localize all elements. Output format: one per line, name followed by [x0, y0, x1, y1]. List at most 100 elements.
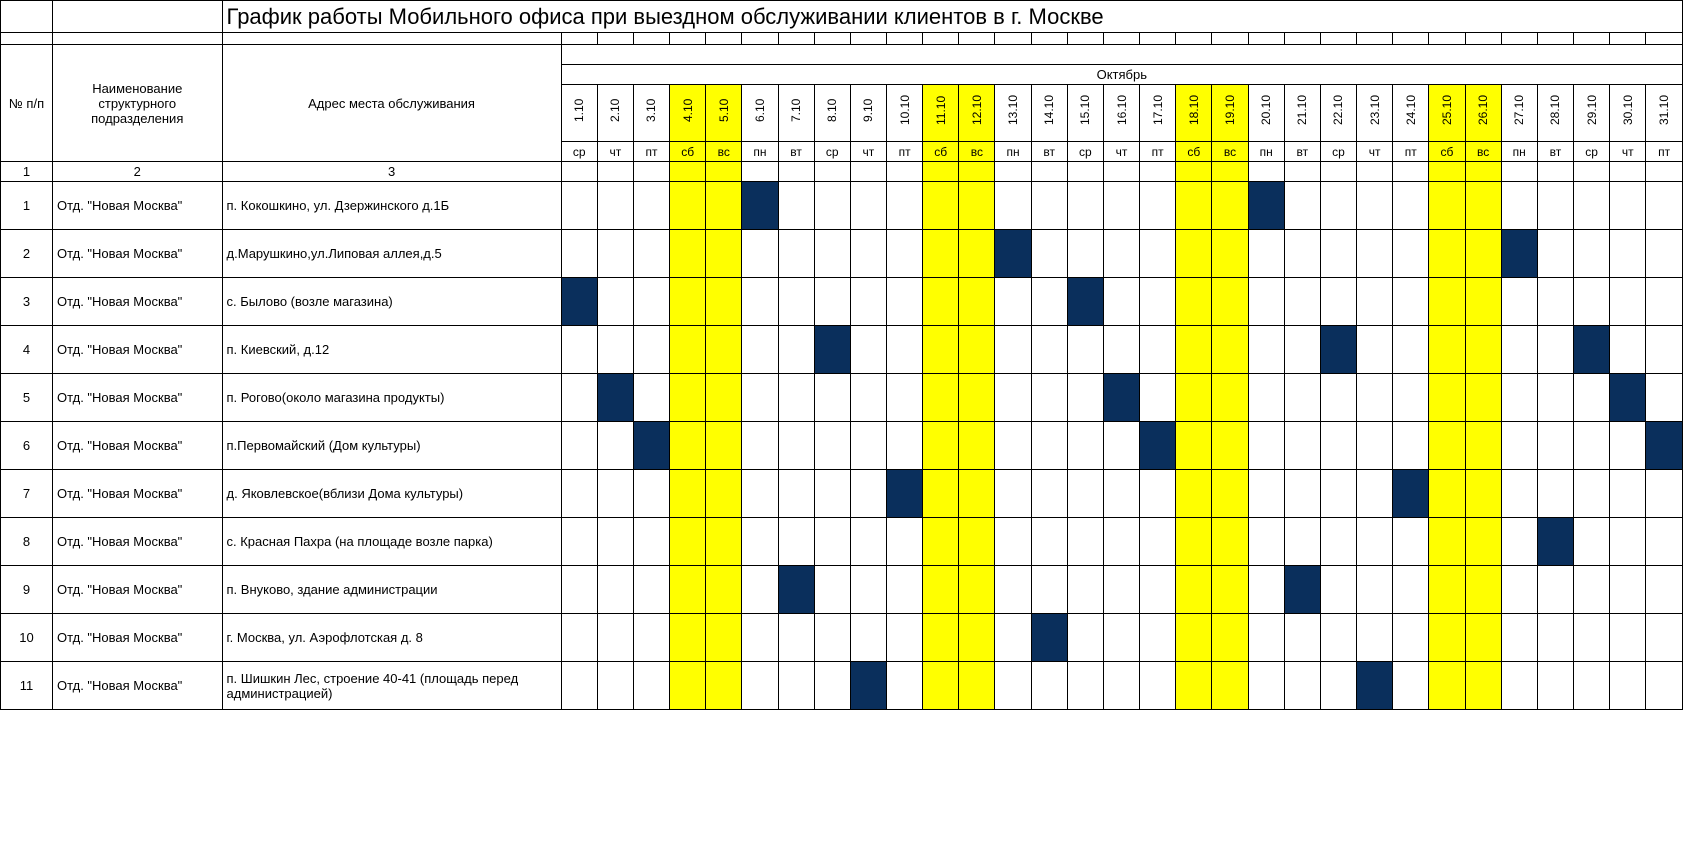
cell-empty — [1537, 230, 1573, 278]
table-row: 1Отд. "Новая Москва"п. Кокошкино, ул. Дз… — [1, 182, 1683, 230]
cell-empty — [1284, 662, 1320, 710]
page-title: График работы Мобильного офиса при выезд… — [222, 1, 1682, 33]
header-dow-17: пт — [1140, 142, 1176, 162]
cell-empty — [633, 326, 669, 374]
cell-marked — [1248, 182, 1284, 230]
cell-empty — [887, 422, 923, 470]
cell-marked — [1573, 326, 1609, 374]
cell-empty — [1357, 566, 1393, 614]
cell-empty — [561, 566, 597, 614]
cell-empty — [706, 326, 742, 374]
cell-empty — [1284, 518, 1320, 566]
cell-empty — [959, 566, 995, 614]
row-num: 10 — [1, 614, 53, 662]
cell-empty — [923, 470, 959, 518]
table-row: 5Отд. "Новая Москва"п. Рогово(около мага… — [1, 374, 1683, 422]
cell-empty — [1103, 422, 1139, 470]
cell-empty — [742, 326, 778, 374]
cell-empty — [1320, 470, 1356, 518]
cell-empty — [1610, 230, 1646, 278]
cell-empty — [1393, 422, 1429, 470]
cell-empty — [1537, 470, 1573, 518]
cell-empty — [814, 374, 850, 422]
cell-empty — [887, 374, 923, 422]
cell-empty — [1501, 182, 1537, 230]
cell-empty — [1573, 470, 1609, 518]
cell-empty — [1284, 326, 1320, 374]
cell-empty — [1357, 614, 1393, 662]
cell-empty — [597, 230, 633, 278]
cell-empty — [814, 662, 850, 710]
row-addr: п. Шишкин Лес, строение 40-41 (площадь п… — [222, 662, 561, 710]
cell-empty — [995, 422, 1031, 470]
cell-empty — [597, 662, 633, 710]
cell-marked — [995, 230, 1031, 278]
row-num: 8 — [1, 518, 53, 566]
cell-empty — [561, 422, 597, 470]
cell-marked — [561, 278, 597, 326]
cell-empty — [1646, 470, 1683, 518]
cell-empty — [1357, 422, 1393, 470]
cell-empty — [814, 470, 850, 518]
cell-empty — [1176, 374, 1212, 422]
cell-empty — [1140, 470, 1176, 518]
cell-marked — [1501, 230, 1537, 278]
header-date-5: 5.10 — [706, 85, 742, 142]
cell-empty — [597, 470, 633, 518]
cell-empty — [1140, 374, 1176, 422]
cell-empty — [1501, 662, 1537, 710]
header-date-24: 24.10 — [1393, 85, 1429, 142]
cell-empty — [1465, 374, 1501, 422]
cell-empty — [923, 278, 959, 326]
cell-empty — [670, 614, 706, 662]
cell-empty — [1140, 662, 1176, 710]
table-row: 2Отд. "Новая Москва" д.Марушкино,ул.Липо… — [1, 230, 1683, 278]
cell-empty — [959, 614, 995, 662]
header-date-25: 25.10 — [1429, 85, 1465, 142]
cell-empty — [1501, 518, 1537, 566]
cell-empty — [850, 614, 886, 662]
cell-empty — [1284, 470, 1320, 518]
cell-empty — [1212, 230, 1248, 278]
cell-empty — [1176, 230, 1212, 278]
header-date-14: 14.10 — [1031, 85, 1067, 142]
cell-empty — [1031, 374, 1067, 422]
cell-marked — [1610, 374, 1646, 422]
cell-empty — [1429, 662, 1465, 710]
row-dept: Отд. "Новая Москва" — [52, 374, 222, 422]
cell-empty — [1357, 182, 1393, 230]
cell-empty — [1212, 278, 1248, 326]
cell-empty — [1212, 422, 1248, 470]
cell-empty — [1212, 182, 1248, 230]
header-date-23: 23.10 — [1357, 85, 1393, 142]
cell-empty — [1393, 182, 1429, 230]
cell-empty — [670, 278, 706, 326]
cell-empty — [670, 662, 706, 710]
cell-empty — [1610, 566, 1646, 614]
cell-empty — [1248, 566, 1284, 614]
row-num: 3 — [1, 278, 53, 326]
cell-empty — [959, 182, 995, 230]
cell-empty — [778, 326, 814, 374]
cell-empty — [1610, 182, 1646, 230]
cell-marked — [1140, 422, 1176, 470]
header-dow-14: вт — [1031, 142, 1067, 162]
cell-empty — [850, 326, 886, 374]
row-num: 1 — [1, 182, 53, 230]
cell-empty — [633, 278, 669, 326]
row-addr: п. Внуково, здание администрации — [222, 566, 561, 614]
cell-empty — [1465, 326, 1501, 374]
colnum-2: 2 — [52, 162, 222, 182]
cell-empty — [706, 422, 742, 470]
header-date-26: 26.10 — [1465, 85, 1501, 142]
row-dept: Отд. "Новая Москва" — [52, 662, 222, 710]
cell-empty — [995, 470, 1031, 518]
cell-empty — [1103, 566, 1139, 614]
header-date-10: 10.10 — [887, 85, 923, 142]
cell-empty — [1140, 518, 1176, 566]
cell-empty — [1537, 326, 1573, 374]
cell-empty — [850, 566, 886, 614]
cell-empty — [670, 518, 706, 566]
cell-empty — [1573, 278, 1609, 326]
cell-empty — [1248, 662, 1284, 710]
